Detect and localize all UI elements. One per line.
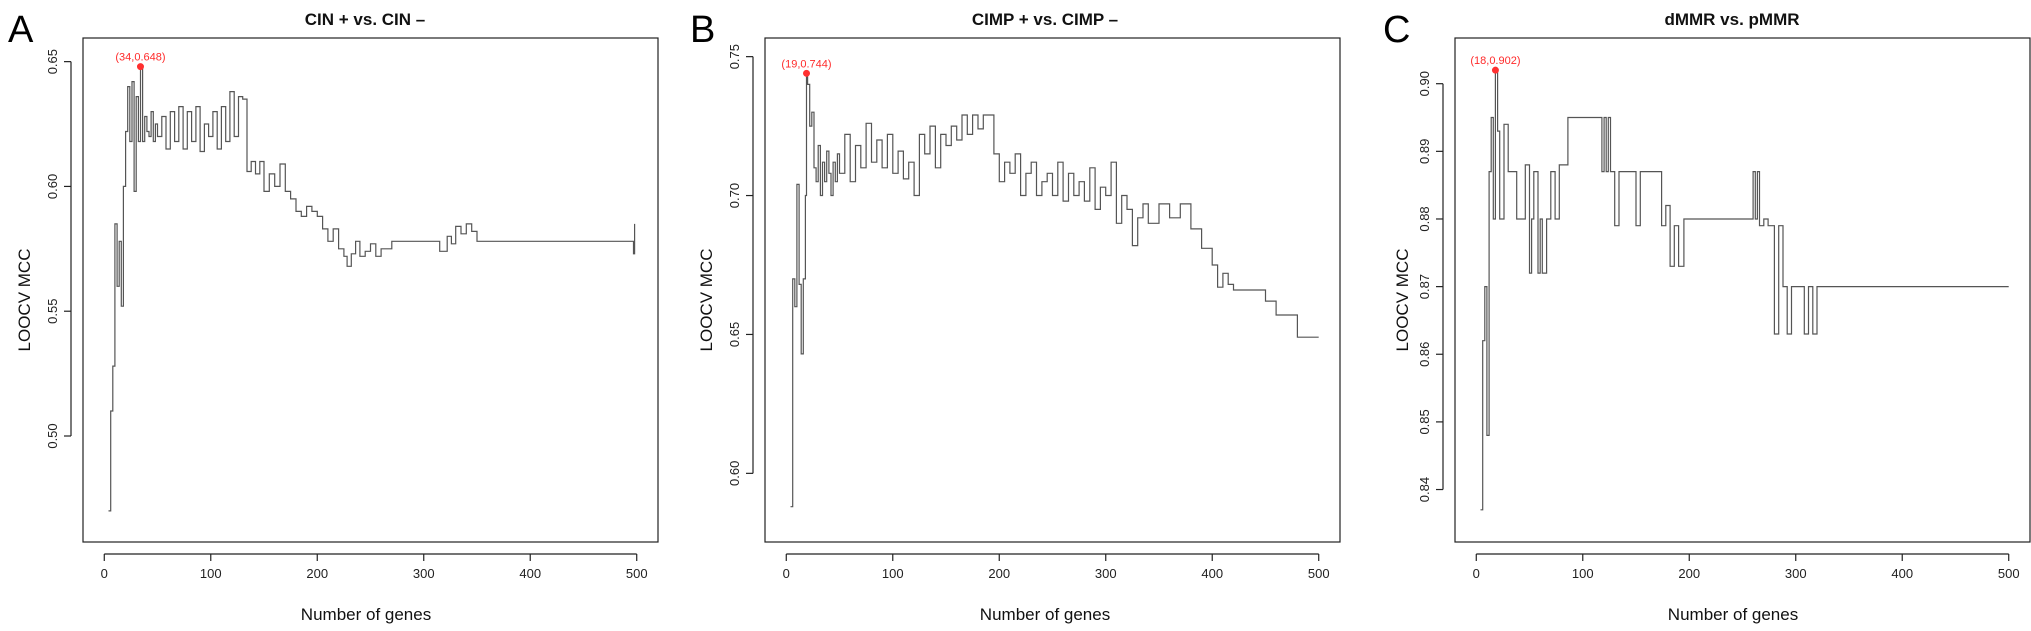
- x-axis-label: Number of genes: [1668, 605, 1798, 624]
- panel-letter: C: [1383, 9, 1410, 51]
- x-tick-label: 400: [1201, 566, 1223, 581]
- chart-title: dMMR vs. pMMR: [1664, 10, 1799, 29]
- series-line: [1480, 69, 2009, 511]
- x-tick-label: 200: [1678, 566, 1700, 581]
- peak-marker: [803, 69, 811, 77]
- x-tick-label: 100: [200, 566, 222, 581]
- series-line: [108, 66, 636, 512]
- y-axis-label: LOOCV MCC: [697, 249, 716, 352]
- chart-title: CIMP + vs. CIMP –: [972, 10, 1118, 29]
- y-tick-label: 0.50: [45, 423, 60, 448]
- x-tick-label: 500: [626, 566, 648, 581]
- x-tick-label: 400: [1891, 566, 1913, 581]
- plot-frame: [82, 37, 659, 543]
- y-tick-label: 0.55: [45, 299, 60, 324]
- peak-annotation: (34,0.648): [115, 52, 166, 71]
- axes: 0 100 200 300 400 500 0.50 0.55 0.60 0.65: [45, 49, 648, 581]
- y-tick-label: 0.88: [1417, 206, 1432, 231]
- panel-b: B CIMP + vs. CIMP – Number of genes LOOC…: [690, 9, 1341, 624]
- peak-annotation: (19,0.744): [781, 58, 832, 77]
- x-tick-label: 100: [1572, 566, 1594, 581]
- x-axis-label: Number of genes: [980, 605, 1110, 624]
- y-tick-label: 0.60: [45, 174, 60, 199]
- x-tick-label: 300: [1095, 566, 1117, 581]
- x-tick-label: 400: [519, 566, 541, 581]
- y-tick-label: 0.89: [1417, 139, 1432, 164]
- x-tick-label: 300: [1785, 566, 1807, 581]
- series-line: [790, 72, 1319, 508]
- y-tick-label: 0.75: [727, 44, 742, 69]
- panel-a: A CIN + vs. CIN – Number of genes LOOCV …: [8, 9, 659, 624]
- peak-label: (19,0.744): [781, 58, 831, 70]
- peak-label: (18,0.902): [1470, 55, 1520, 67]
- y-tick-label: 0.65: [45, 49, 60, 74]
- peak-marker: [1491, 66, 1499, 74]
- y-tick-label: 0.90: [1417, 71, 1432, 96]
- plot-frame: [1454, 37, 2031, 543]
- peak-marker: [136, 63, 144, 71]
- peak-annotation: (18,0.902): [1470, 55, 1521, 74]
- axes: 0 100 200 300 400 500 0.60 0.65 0.70 0.75: [727, 44, 1330, 581]
- y-tick-label: 0.60: [727, 461, 742, 486]
- peak-label: (34,0.648): [115, 52, 165, 64]
- panel-c: C dMMR vs. pMMR Number of genes LOOCV MC…: [1383, 9, 2031, 624]
- plot-frame: [764, 37, 1341, 543]
- x-tick-label: 200: [306, 566, 328, 581]
- y-axis-label: LOOCV MCC: [1393, 249, 1412, 352]
- y-axis-label: LOOCV MCC: [15, 249, 34, 352]
- y-tick-label: 0.86: [1417, 342, 1432, 367]
- y-tick-label: 0.70: [727, 183, 742, 208]
- x-axis-label: Number of genes: [301, 605, 431, 624]
- x-tick-label: 500: [1308, 566, 1330, 581]
- y-tick-label: 0.65: [727, 322, 742, 347]
- x-tick-label: 500: [1998, 566, 2020, 581]
- y-tick-label: 0.85: [1417, 409, 1432, 434]
- x-tick-label: 200: [988, 566, 1010, 581]
- x-tick-label: 0: [783, 566, 790, 581]
- x-tick-label: 300: [413, 566, 435, 581]
- x-tick-label: 0: [101, 566, 108, 581]
- panel-letter: B: [690, 9, 715, 51]
- chart-title: CIN + vs. CIN –: [305, 10, 425, 29]
- axes: 0 100 200 300 400 500 0.84 0.85 0.86 0.87 0.88 0.89…: [1417, 71, 2020, 581]
- x-tick-label: 100: [882, 566, 904, 581]
- panel-letter: A: [8, 9, 34, 51]
- y-tick-label: 0.84: [1417, 477, 1432, 502]
- x-tick-label: 0: [1473, 566, 1480, 581]
- y-tick-label: 0.87: [1417, 274, 1432, 299]
